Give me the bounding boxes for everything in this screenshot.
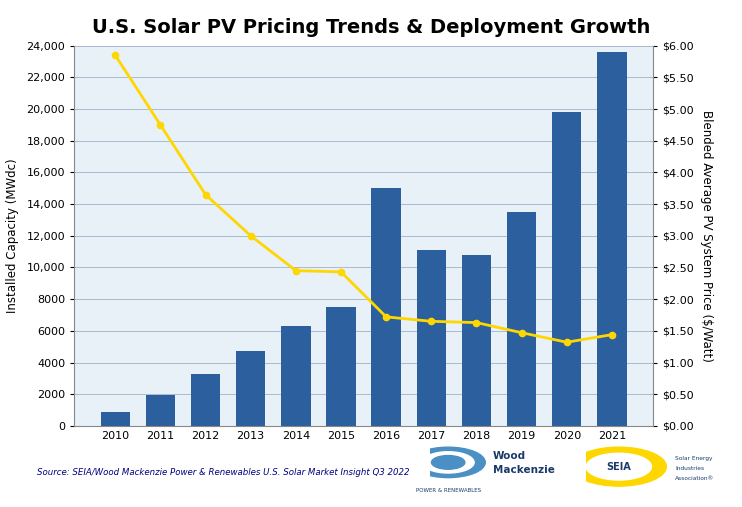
- Text: Wood: Wood: [493, 451, 526, 461]
- Text: SEIA: SEIA: [606, 462, 631, 472]
- Bar: [417, 250, 446, 426]
- Text: Association®: Association®: [675, 476, 715, 481]
- Text: U.S. Solar PV Pricing Trends & Deployment Growth: U.S. Solar PV Pricing Trends & Deploymen…: [92, 18, 650, 38]
- Y-axis label: Blended Average PV System Price ($/Watt): Blended Average PV System Price ($/Watt): [700, 110, 713, 361]
- Circle shape: [571, 447, 666, 486]
- Bar: [597, 52, 627, 426]
- Circle shape: [586, 453, 651, 480]
- Bar: [552, 112, 582, 426]
- Circle shape: [422, 452, 474, 473]
- Bar: [191, 374, 220, 426]
- Bar: [507, 212, 536, 426]
- Bar: [100, 412, 130, 426]
- Text: Industries: Industries: [675, 466, 704, 471]
- Text: Source: SEIA/Wood Mackenzie Power & Renewables U.S. Solar Market Insight Q3 2022: Source: SEIA/Wood Mackenzie Power & Rene…: [37, 467, 410, 477]
- Circle shape: [432, 455, 464, 469]
- Circle shape: [411, 447, 485, 478]
- Text: Mackenzie: Mackenzie: [493, 465, 554, 475]
- Y-axis label: Installed Capacity (MWdc): Installed Capacity (MWdc): [7, 159, 19, 313]
- Bar: [145, 395, 175, 426]
- Bar: [462, 255, 491, 426]
- Bar: [372, 188, 401, 426]
- Text: Solar Energy: Solar Energy: [675, 456, 713, 461]
- Text: POWER & RENEWABLES: POWER & RENEWABLES: [416, 488, 481, 493]
- Bar: [281, 326, 310, 426]
- Bar: [326, 307, 355, 426]
- Bar: [236, 351, 266, 426]
